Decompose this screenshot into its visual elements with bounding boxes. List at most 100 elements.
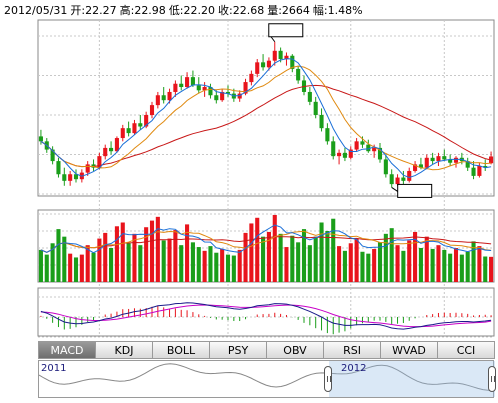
volume-bar	[167, 238, 172, 282]
candle-body	[483, 166, 488, 168]
volume-bar	[366, 253, 371, 282]
candle-body	[348, 149, 353, 158]
candle-body	[331, 141, 336, 157]
indicator-tabs: MACD KDJ BOLL PSY OBV RSI WVAD CCI	[38, 341, 495, 359]
volume-bar	[73, 257, 79, 282]
volume-bar	[354, 238, 359, 282]
candle-body	[389, 174, 394, 185]
volume-bar	[278, 233, 283, 282]
volume-bar	[114, 226, 119, 282]
volume-bar	[325, 231, 330, 282]
candle-body	[395, 177, 400, 185]
volume-bar	[489, 256, 494, 282]
volume-bar	[395, 245, 400, 282]
candle-body	[407, 170, 412, 181]
quote-date: 2012/05/31	[4, 4, 68, 17]
candle-body	[243, 82, 248, 94]
candle-body	[448, 159, 453, 163]
candle-body	[249, 73, 254, 83]
volume-bar	[97, 238, 102, 282]
volume-bar	[79, 254, 84, 282]
volume-bar	[109, 248, 114, 282]
navigator-line	[39, 363, 493, 391]
price-ma30-line	[40, 84, 492, 168]
volume-bar	[261, 236, 266, 282]
candle-body	[144, 115, 149, 127]
candle-body	[225, 91, 231, 94]
candle-body	[208, 87, 213, 96]
candle-body	[167, 91, 172, 101]
quote-header: 2012/05/31 开:22.27 高:22.98 低:22.20 收:22.68 量:…	[4, 2, 366, 18]
candle-body	[103, 147, 108, 157]
quote-low: 低:22.20	[168, 4, 216, 17]
range-navigator[interactable]: 2011 2012	[38, 360, 496, 398]
volume-bar	[401, 250, 406, 282]
candle-body	[453, 157, 459, 163]
volume-bar	[214, 252, 219, 282]
candle-body	[401, 177, 406, 181]
navigator-year-end: 2012	[341, 363, 367, 374]
volume-bar	[266, 231, 271, 282]
candle-body	[442, 156, 447, 160]
tab-rsi[interactable]: RSI	[323, 341, 381, 359]
tab-kdj[interactable]: KDJ	[95, 341, 153, 359]
candle-body	[366, 144, 371, 152]
macd-dea-line	[40, 304, 492, 328]
volume-bar	[296, 242, 301, 282]
volume-bar	[85, 245, 90, 282]
volume-bar	[231, 255, 236, 282]
candle-body	[161, 95, 166, 101]
price-ma5-line	[40, 58, 492, 179]
candle-body	[68, 174, 73, 181]
candle-body	[202, 87, 207, 91]
navigator-right-handle[interactable]	[488, 366, 496, 392]
volume-bar	[284, 247, 289, 282]
volume-bar	[360, 251, 365, 282]
volume-ma5-line	[40, 224, 492, 254]
candle-body	[56, 161, 61, 175]
volume-bar	[372, 248, 377, 282]
volume-bar	[459, 254, 464, 282]
candle-body	[319, 115, 324, 129]
candle-body	[477, 166, 482, 176]
tab-obv[interactable]: OBV	[266, 341, 324, 359]
tab-macd[interactable]: MACD	[38, 341, 96, 359]
volume-bar	[56, 229, 61, 282]
candle-body	[255, 62, 260, 74]
volume-panel-frame	[37, 209, 495, 283]
candle-body	[179, 83, 184, 88]
navigator-year-start: 2011	[41, 363, 67, 374]
volume-bar	[407, 240, 412, 282]
candle-body	[430, 157, 435, 162]
volume-bar	[179, 245, 184, 282]
tab-cci[interactable]: CCI	[437, 341, 495, 359]
candle-body	[220, 91, 225, 101]
volume-bar	[436, 245, 441, 282]
candle-body	[97, 156, 102, 168]
volume-bar	[155, 216, 160, 282]
quote-change: 幅:1.48%	[312, 4, 363, 17]
min-callout-box	[397, 183, 433, 198]
tab-boll[interactable]: BOLL	[152, 341, 210, 359]
volume-bar	[319, 222, 324, 282]
macd-dif-line	[40, 302, 492, 330]
volume-bar	[185, 224, 190, 282]
candle-body	[85, 164, 90, 173]
min-callout-line	[391, 187, 398, 192]
chart-canvas[interactable]	[0, 0, 498, 340]
candle-body	[354, 141, 359, 150]
volume-bar	[149, 220, 155, 282]
volume-bar	[430, 248, 435, 282]
navigator-selection[interactable]	[329, 361, 495, 397]
navigator-left-handle[interactable]	[324, 366, 332, 392]
candle-body	[62, 174, 67, 181]
tab-wvad[interactable]: WVAD	[380, 341, 438, 359]
volume-bar	[453, 248, 459, 282]
tab-psy[interactable]: PSY	[209, 341, 267, 359]
candle-body	[325, 128, 330, 142]
volume-bar	[272, 214, 277, 282]
candle-body	[372, 147, 377, 152]
candle-body	[278, 50, 283, 60]
candle-body	[307, 91, 312, 102]
candle-body	[190, 77, 195, 86]
